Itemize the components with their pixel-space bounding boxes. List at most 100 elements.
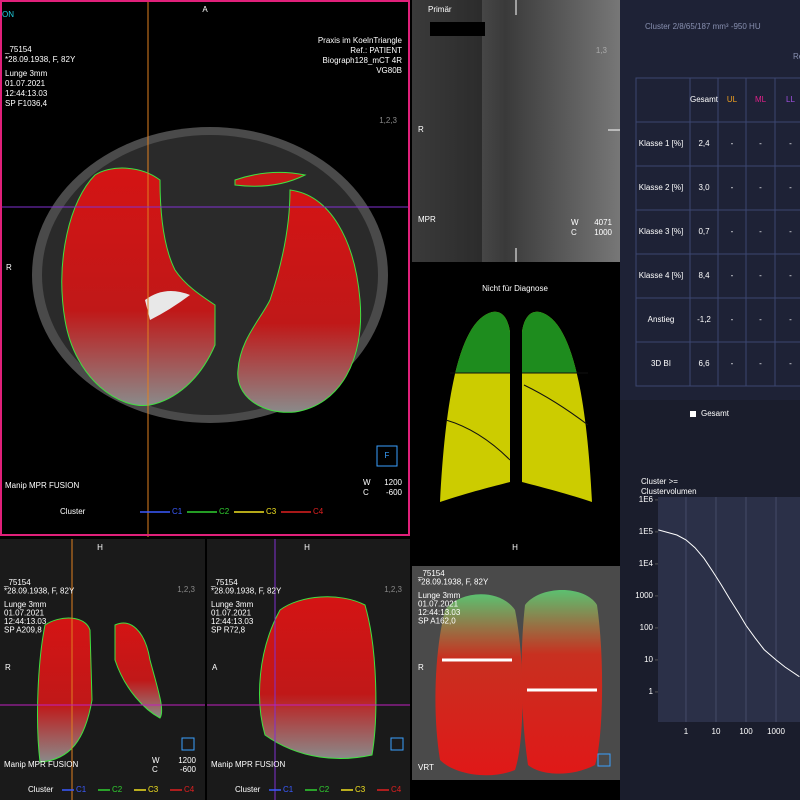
table-cell: -	[759, 139, 762, 148]
institution-info: Praxis im KoelnTriangle	[318, 36, 403, 45]
coronal-lung-left	[37, 617, 93, 763]
view-mode: VRT	[418, 763, 434, 772]
cluster-legend-label: Cluster	[235, 785, 261, 794]
patient-info: SP A209,8	[4, 626, 42, 635]
y-tick-label: 1E5	[639, 527, 654, 536]
cluster-legend-item: C2	[112, 785, 123, 794]
stats-bg	[620, 0, 800, 400]
view-title: ON	[2, 10, 14, 19]
patient-info: 01.07.2021	[211, 609, 252, 618]
institution-info: Ref.: PATIENT	[350, 46, 402, 55]
primary-shade	[412, 0, 482, 262]
orientation: R	[418, 125, 424, 134]
patient-info: _75154	[417, 569, 445, 578]
lung-top	[234, 171, 307, 187]
table-cell: -	[731, 183, 734, 192]
y-axis-label: Clustervolumen	[641, 487, 697, 496]
patient-info: 12:44:13.03	[5, 89, 48, 98]
airway	[145, 291, 190, 320]
table-cell: -	[731, 139, 734, 148]
table-cell: -	[789, 315, 792, 324]
series-label: 1,3	[596, 46, 608, 55]
patient-info: Lunge 3mm	[418, 591, 461, 600]
patient-info: Lunge 3mm	[5, 69, 48, 78]
view-icon-box[interactable]	[597, 753, 611, 767]
view-mode: Manip MPR FUSION	[4, 760, 78, 769]
table-header: ML	[755, 95, 767, 104]
table-cell: -	[759, 359, 762, 368]
patient-info: SP F1036,4	[5, 99, 48, 108]
patient-info: 01.07.2021	[418, 600, 459, 609]
vrt-lung-left	[435, 594, 523, 776]
series-label: 1,2,3	[379, 116, 397, 125]
y-tick-label: 10	[644, 655, 653, 664]
patient-info: _75154	[210, 578, 238, 587]
cluster-legend-item: C1	[76, 785, 87, 794]
view-mode: Manip MPR FUSION	[5, 481, 79, 490]
window-value: 1200	[384, 478, 402, 487]
cluster-legend-label: Cluster	[28, 785, 54, 794]
patient-info: *28.09.1938, F, 82Y	[4, 587, 75, 596]
y-tick-label: 1	[649, 687, 654, 696]
x-tick-label: 1000	[767, 727, 785, 736]
window-label: W	[571, 218, 579, 227]
y-tick-label: 100	[640, 623, 654, 632]
cluster-legend-item: C2	[319, 785, 330, 794]
patient-info: 12:44:13.03	[211, 617, 254, 626]
orientation: A	[202, 5, 208, 14]
table-cell: -1,2	[697, 315, 711, 324]
patient-info: _75154	[3, 578, 31, 587]
view-icon-box[interactable]	[376, 445, 398, 467]
cluster-legend-item: C1	[172, 507, 183, 516]
window-label: W	[152, 756, 160, 765]
view-icon-box[interactable]	[181, 737, 195, 751]
table-cell: 3,0	[698, 183, 710, 192]
orientation: R	[418, 663, 424, 672]
x-tick-label: 100	[739, 727, 753, 736]
redaction	[430, 22, 485, 36]
institution-info: VG80B	[376, 66, 402, 75]
coronal-lung-right	[114, 622, 163, 719]
cluster-legend-item: C1	[283, 785, 294, 794]
view-title: Primär	[428, 5, 452, 14]
table-header: Gesamt	[690, 95, 719, 104]
patient-info: *28.09.1938, F, 82Y	[418, 578, 489, 587]
cluster-legend-item: C2	[219, 507, 230, 516]
orientation: H	[304, 543, 310, 552]
window-label: C	[571, 228, 577, 237]
plot-area	[658, 497, 800, 722]
y-tick-label: 1E4	[639, 559, 654, 568]
series-label: 1,2,3	[384, 585, 402, 594]
active-frame	[0, 0, 410, 536]
table-cell: 8,4	[698, 271, 710, 280]
table-cell: -	[731, 271, 734, 280]
institution-info: Biograph128_mCT 4R	[323, 56, 403, 65]
view-mode: MPR	[418, 215, 436, 224]
cluster-legend-item: C4	[391, 785, 402, 794]
patient-info: SP R72,8	[211, 626, 246, 635]
table-row-label: Klasse 4 [%]	[639, 271, 683, 280]
fissure-lines	[445, 372, 589, 461]
table-cell: -	[789, 227, 792, 236]
schematic-lungs	[440, 311, 592, 502]
vrt-lung-right	[521, 590, 603, 774]
table-cell: -	[759, 271, 762, 280]
y-tick-label: 1E6	[639, 495, 654, 504]
coronal-view-bg	[0, 539, 205, 800]
table-cell: 2,4	[698, 139, 710, 148]
orientation: H	[512, 543, 518, 552]
patient-info: 01.07.2021	[5, 79, 46, 88]
data-line	[658, 529, 800, 678]
stats-corner: Re	[793, 52, 800, 61]
cluster-legend-item: C3	[148, 785, 159, 794]
table-cell: 6,6	[698, 359, 710, 368]
table-row-label: Klasse 3 [%]	[639, 227, 683, 236]
table-cell: -	[789, 359, 792, 368]
series-label: 1,2,3	[177, 585, 195, 594]
table-cell: -	[789, 139, 792, 148]
schematic-lobe-upper-right	[522, 311, 577, 373]
view-icon-box[interactable]	[390, 737, 404, 751]
schematic-lobe-upper-left	[455, 311, 510, 373]
